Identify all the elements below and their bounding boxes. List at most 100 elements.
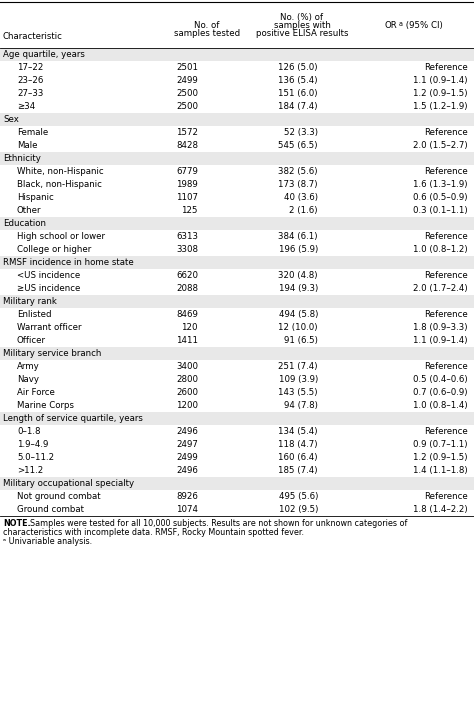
Text: 118 (4.7): 118 (4.7) [279,440,318,449]
Text: 125: 125 [182,206,198,215]
Text: Warrant officer: Warrant officer [17,323,82,332]
Bar [0,113,474,126]
Text: 2501: 2501 [176,63,198,72]
Text: 184 (7.4): 184 (7.4) [279,102,318,111]
Text: 134 (5.4): 134 (5.4) [279,427,318,436]
Text: 1107: 1107 [176,193,198,202]
Text: Military service branch: Military service branch [3,349,101,358]
Text: No. (%) of: No. (%) of [281,13,323,22]
Text: 1.9–4.9: 1.9–4.9 [17,440,48,449]
Text: Education: Education [3,219,46,228]
Text: 6779: 6779 [176,167,198,176]
Text: 94 (7.8): 94 (7.8) [284,401,318,410]
Text: 194 (9.3): 194 (9.3) [279,284,318,293]
Text: 6313: 6313 [176,232,198,241]
Text: 160 (6.4): 160 (6.4) [279,453,318,462]
Text: 173 (8.7): 173 (8.7) [279,180,318,189]
Text: Other: Other [17,206,42,215]
Text: 1411: 1411 [176,336,198,345]
Bar [0,412,474,425]
Bar [0,48,474,61]
Text: 1989: 1989 [176,180,198,189]
Text: Length of service quartile, years: Length of service quartile, years [3,414,143,423]
Text: 0–1.8: 0–1.8 [17,427,40,436]
Text: 1.1 (0.9–1.4): 1.1 (0.9–1.4) [413,76,468,85]
Text: 495 (5.6): 495 (5.6) [279,492,318,501]
Text: 2496: 2496 [176,466,198,475]
Text: 2600: 2600 [176,388,198,397]
Text: Navy: Navy [17,375,39,384]
Text: 151 (6.0): 151 (6.0) [279,89,318,98]
Bar [0,217,474,230]
Text: Marine Corps: Marine Corps [17,401,74,410]
Text: 494 (5.8): 494 (5.8) [279,310,318,319]
Text: 196 (5.9): 196 (5.9) [279,245,318,254]
Text: samples tested: samples tested [174,29,240,38]
Text: <US incidence: <US incidence [17,271,80,280]
Text: Military occupational specialty: Military occupational specialty [3,479,134,488]
Text: 17–22: 17–22 [17,63,44,72]
Text: 1.4 (1.1–1.8): 1.4 (1.1–1.8) [413,466,468,475]
Text: 120: 120 [182,323,198,332]
Text: 3400: 3400 [176,362,198,371]
Text: 2800: 2800 [176,375,198,384]
Text: 91 (6.5): 91 (6.5) [284,336,318,345]
Text: Age quartile, years: Age quartile, years [3,50,85,59]
Text: 143 (5.5): 143 (5.5) [279,388,318,397]
Text: 0.3 (0.1–1.1): 0.3 (0.1–1.1) [413,206,468,215]
Text: RMSF incidence in home state: RMSF incidence in home state [3,258,134,267]
Text: 1.8 (0.9–3.3): 1.8 (0.9–3.3) [413,323,468,332]
Text: ≥US incidence: ≥US incidence [17,284,81,293]
Text: Reference: Reference [424,167,468,176]
Text: Samples were tested for all 10,000 subjects. Results are not shown for unknown c: Samples were tested for all 10,000 subje… [25,519,407,528]
Text: OR: OR [385,21,398,30]
Text: 102 (9.5): 102 (9.5) [279,505,318,514]
Bar [0,347,474,360]
Text: 40 (3.6): 40 (3.6) [284,193,318,202]
Text: 1.5 (1.2–1.9): 1.5 (1.2–1.9) [413,102,468,111]
Text: 27–33: 27–33 [17,89,44,98]
Text: 0.9 (0.7–1.1): 0.9 (0.7–1.1) [413,440,468,449]
Text: 2497: 2497 [176,440,198,449]
Text: 1074: 1074 [176,505,198,514]
Text: 1.2 (0.9–1.5): 1.2 (0.9–1.5) [413,453,468,462]
Text: 1.6 (1.3–1.9): 1.6 (1.3–1.9) [413,180,468,189]
Text: Ethnicity: Ethnicity [3,154,41,163]
Text: Officer: Officer [17,336,46,345]
Text: 23–26: 23–26 [17,76,44,85]
Text: 2 (1.6): 2 (1.6) [290,206,318,215]
Text: 2500: 2500 [176,89,198,98]
Text: Army: Army [17,362,40,371]
Text: Characteristic: Characteristic [3,32,63,41]
Text: White, non-Hispanic: White, non-Hispanic [17,167,104,176]
Text: 1.0 (0.8–1.4): 1.0 (0.8–1.4) [413,401,468,410]
Text: 384 (6.1): 384 (6.1) [279,232,318,241]
Text: 8469: 8469 [176,310,198,319]
Text: 6620: 6620 [176,271,198,280]
Text: Female: Female [17,128,48,137]
Text: (95% CI): (95% CI) [403,21,443,30]
Text: Air Force: Air Force [17,388,55,397]
Text: Sex: Sex [3,115,19,124]
Text: 8926: 8926 [176,492,198,501]
Text: 0.7 (0.6–0.9): 0.7 (0.6–0.9) [413,388,468,397]
Text: Reference: Reference [424,63,468,72]
Text: Ground combat: Ground combat [17,505,84,514]
Text: Reference: Reference [424,362,468,371]
Text: 109 (3.9): 109 (3.9) [279,375,318,384]
Text: 2.0 (1.5–2.7): 2.0 (1.5–2.7) [413,141,468,150]
Text: Reference: Reference [424,310,468,319]
Text: 545 (6.5): 545 (6.5) [279,141,318,150]
Text: a: a [399,21,403,27]
Text: 2499: 2499 [176,453,198,462]
Text: No. of: No. of [194,21,219,30]
Text: 126 (5.0): 126 (5.0) [279,63,318,72]
Text: 52 (3.3): 52 (3.3) [284,128,318,137]
Text: 3308: 3308 [176,245,198,254]
Text: Reference: Reference [424,128,468,137]
Text: 1200: 1200 [176,401,198,410]
Text: High school or lower: High school or lower [17,232,105,241]
Bar [0,152,474,165]
Bar [0,256,474,269]
Text: Enlisted: Enlisted [17,310,52,319]
